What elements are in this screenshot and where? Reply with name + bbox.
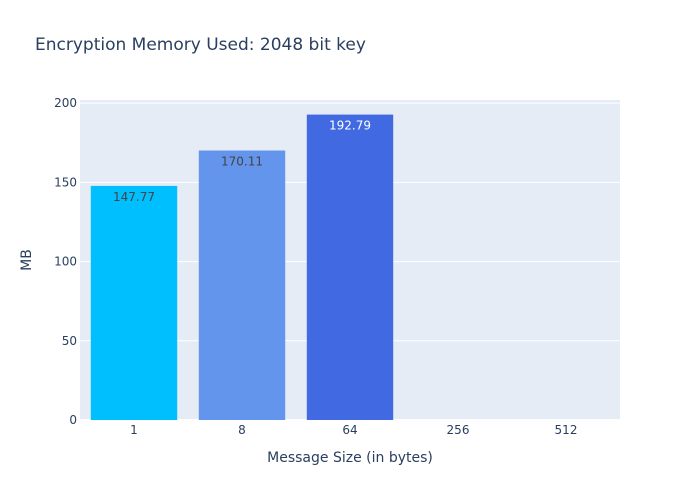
y-tick-label: 100 xyxy=(54,255,77,269)
x-axis-ticks: 1 8 64 256 512 xyxy=(130,423,577,437)
bar-1[interactable] xyxy=(90,185,178,420)
bar-8[interactable] xyxy=(198,150,286,421)
data-label-8: 170.11 xyxy=(221,155,263,169)
data-labels: 147.77 170.11 192.79 xyxy=(113,119,371,204)
x-tick-label: 512 xyxy=(555,423,578,437)
bars xyxy=(90,114,394,421)
y-tick-label: 0 xyxy=(69,413,77,427)
x-axis-title: Message Size (in bytes) xyxy=(267,450,433,466)
y-axis-ticks: 0 50 100 150 200 xyxy=(54,96,77,427)
bar-64[interactable] xyxy=(306,114,394,421)
x-tick-label: 8 xyxy=(238,423,246,437)
y-tick-label: 200 xyxy=(54,96,77,110)
chart-title: Encryption Memory Used: 2048 bit key xyxy=(35,35,366,55)
x-tick-label: 64 xyxy=(342,423,357,437)
y-axis-title: MB xyxy=(19,249,35,271)
data-label-1: 147.77 xyxy=(113,190,155,204)
x-tick-label: 1 xyxy=(130,423,138,437)
x-tick-label: 256 xyxy=(447,423,470,437)
data-label-64: 192.79 xyxy=(329,119,371,133)
y-tick-label: 50 xyxy=(62,334,77,348)
y-tick-label: 150 xyxy=(54,175,77,189)
